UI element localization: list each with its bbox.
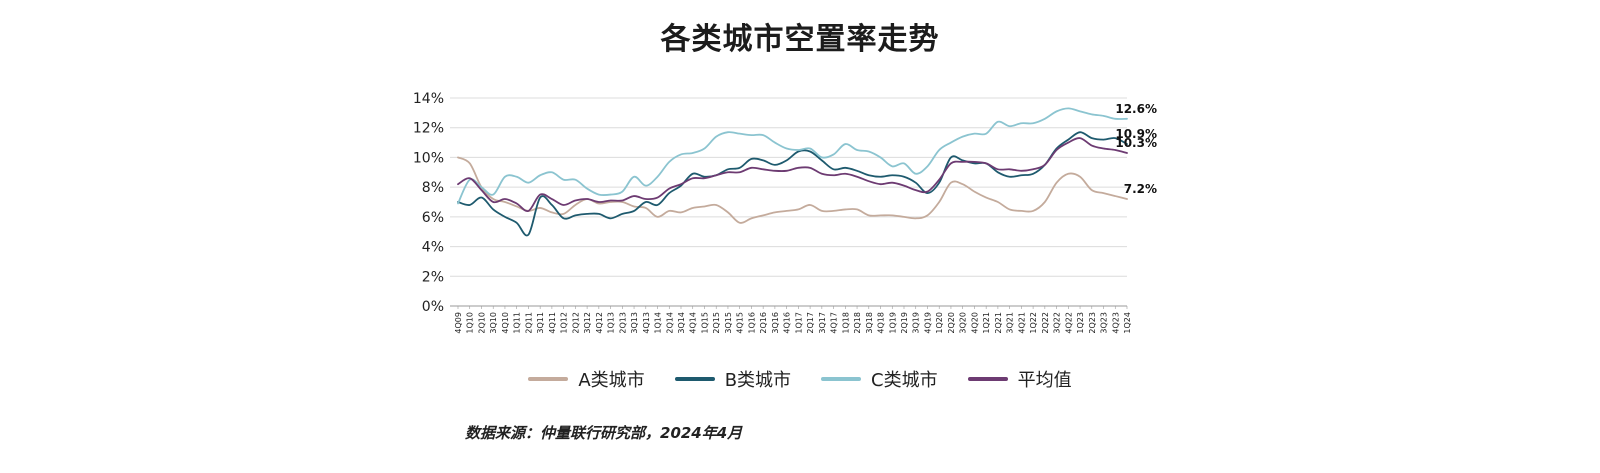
x-tick-label: 3Q12 <box>583 312 592 334</box>
x-tick-label: 1Q17 <box>794 312 803 334</box>
legend-item-b[interactable]: B类城市 <box>674 366 792 392</box>
x-axis-ticks: 4Q09 1Q10 2Q10 3Q10 4Q10 1Q11 2Q11 3Q11 4Q11 1Q12… <box>454 306 1132 334</box>
x-tick-label: 4Q21 <box>1017 312 1026 334</box>
x-tick-label: 2Q16 <box>759 312 768 334</box>
x-tick-label: 2Q18 <box>853 312 862 334</box>
y-tick-label: 10% <box>413 150 444 166</box>
x-tick-label: 2Q14 <box>665 312 674 334</box>
x-tick-label: 4Q12 <box>595 312 604 334</box>
y-tick-label: 0% <box>422 299 444 315</box>
x-tick-label: 1Q18 <box>841 312 850 334</box>
series-line-c <box>457 107 1128 205</box>
end-value-label: 10.9% <box>1115 127 1157 141</box>
x-tick-label: 4Q14 <box>689 312 698 334</box>
series-lines <box>457 107 1128 237</box>
x-tick-label: 2Q22 <box>1041 312 1050 334</box>
legend-label-b: B类城市 <box>724 370 792 391</box>
legend-item-average[interactable]: 平均值 <box>967 366 1072 392</box>
series-line-a <box>457 156 1128 224</box>
x-tick-label: 2Q19 <box>900 312 909 334</box>
x-tick-label: 4Q17 <box>830 312 839 334</box>
x-tick-label: 1Q23 <box>1076 312 1085 334</box>
end-labels: 7.2% 10.9% 12.6% 10.3% <box>1115 102 1157 196</box>
y-tick-label: 12% <box>413 121 444 137</box>
y-tick-label: 14% <box>413 91 444 107</box>
x-tick-label: 3Q20 <box>959 312 968 334</box>
chart-title: 各类城市空置率走势 <box>660 22 940 57</box>
x-tick-label: 1Q22 <box>1029 312 1038 334</box>
end-value-label: 7.2% <box>1124 182 1157 196</box>
x-tick-label: 3Q18 <box>865 312 874 334</box>
x-tick-label: 3Q11 <box>536 312 545 334</box>
x-tick-label: 4Q20 <box>970 312 979 334</box>
y-tick-label: 6% <box>422 210 444 226</box>
x-tick-label: 2Q10 <box>477 312 486 334</box>
x-tick-label: 2Q17 <box>806 312 815 334</box>
x-tick-label: 4Q13 <box>642 312 651 334</box>
x-tick-label: 2Q13 <box>618 312 627 334</box>
legend: A类城市 B类城市 C类城市 平均值 <box>0 366 1600 392</box>
y-axis-ticks: 0% 2% 4% 6% 8% 10% 12% 14% <box>413 91 444 315</box>
x-tick-label: 4Q22 <box>1064 312 1073 334</box>
y-tick-label: 2% <box>422 269 444 285</box>
x-tick-label: 3Q10 <box>489 312 498 334</box>
grid-lines <box>450 97 1127 307</box>
source-note: 数据来源：仲量联行研究部，2024年4月 <box>465 424 743 442</box>
x-tick-label: 3Q16 <box>771 312 780 334</box>
x-tick-label: 1Q13 <box>607 312 616 334</box>
series-line-b <box>457 131 1128 237</box>
legend-label-c: C类城市 <box>871 370 938 391</box>
x-tick-label: 2Q23 <box>1088 312 1097 334</box>
x-tick-label: 3Q19 <box>912 312 921 334</box>
legend-swatch-average <box>967 377 1008 381</box>
y-tick-label: 8% <box>422 180 444 196</box>
legend-swatch-a <box>528 377 569 381</box>
x-tick-label: 1Q16 <box>747 312 756 334</box>
x-tick-label: 4Q11 <box>548 312 557 334</box>
y-tick-label: 4% <box>422 240 444 256</box>
end-value-label: 12.6% <box>1115 102 1157 116</box>
x-tick-label: 2Q21 <box>994 312 1003 334</box>
x-tick-label: 2Q15 <box>712 312 721 334</box>
x-tick-label: 1Q15 <box>700 312 709 334</box>
x-tick-label: 1Q24 <box>1123 312 1132 334</box>
x-tick-label: 4Q18 <box>877 312 886 334</box>
x-tick-label: 3Q15 <box>724 312 733 334</box>
x-tick-label: 4Q19 <box>923 312 932 334</box>
x-tick-label: 1Q12 <box>560 312 569 334</box>
x-tick-label: 1Q19 <box>888 312 897 334</box>
legend-label-average: 平均值 <box>1017 370 1072 391</box>
x-tick-label: 4Q10 <box>501 312 510 334</box>
x-tick-label: 3Q22 <box>1053 312 1062 334</box>
legend-item-a[interactable]: A类城市 <box>528 366 645 392</box>
series-line-average <box>457 137 1128 212</box>
x-tick-label: 3Q17 <box>818 312 827 334</box>
x-tick-label: 1Q21 <box>982 312 991 334</box>
x-tick-label: 4Q16 <box>783 312 792 334</box>
x-tick-label: 1Q10 <box>466 312 475 334</box>
x-tick-label: 2Q12 <box>571 312 580 334</box>
x-tick-label: 3Q21 <box>1006 312 1015 334</box>
x-tick-label: 4Q23 <box>1111 312 1120 334</box>
legend-swatch-b <box>674 377 715 381</box>
x-tick-label: 1Q11 <box>513 312 522 334</box>
legend-swatch-c <box>821 377 862 381</box>
x-tick-label: 4Q09 <box>454 312 463 334</box>
x-tick-label: 3Q23 <box>1100 312 1109 334</box>
x-tick-label: 1Q20 <box>935 312 944 334</box>
x-tick-label: 3Q14 <box>677 312 686 334</box>
x-tick-label: 4Q15 <box>736 312 745 334</box>
x-tick-label: 2Q20 <box>947 312 956 334</box>
x-tick-label: 1Q14 <box>654 312 663 334</box>
legend-item-c[interactable]: C类城市 <box>821 366 938 392</box>
x-tick-label: 2Q11 <box>524 312 533 334</box>
legend-label-a: A类城市 <box>578 370 645 391</box>
x-tick-label: 3Q13 <box>630 312 639 334</box>
end-value-label: 10.3% <box>1115 136 1157 150</box>
